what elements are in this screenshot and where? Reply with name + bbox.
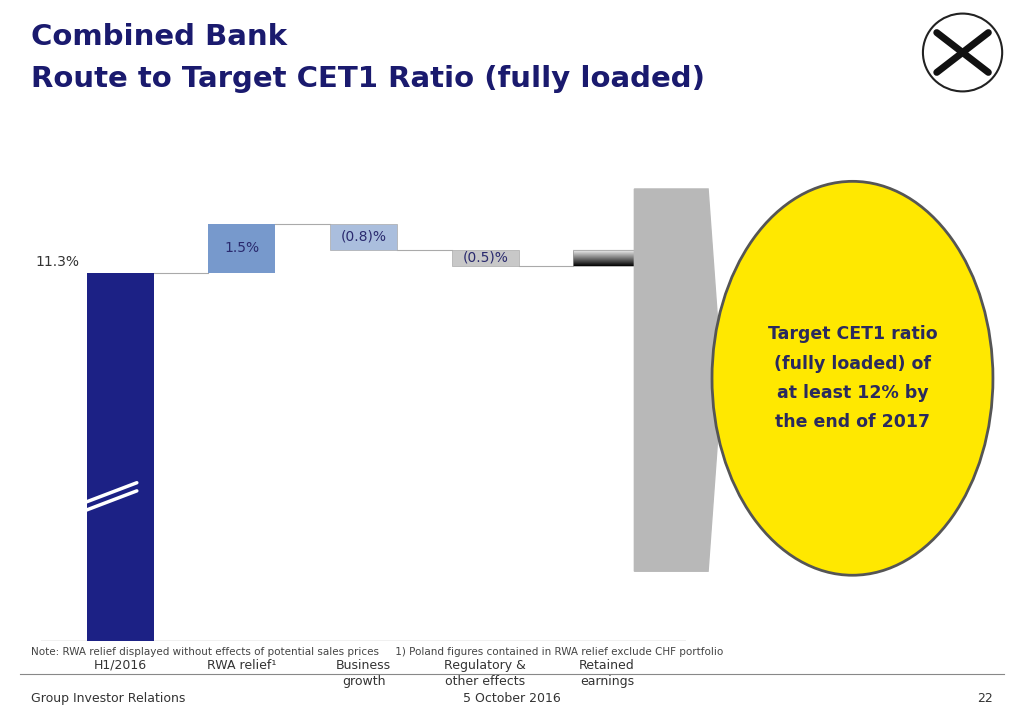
Text: 1.5%: 1.5% [224,241,259,255]
Text: H1/2016: H1/2016 [93,659,146,672]
Bar [330,224,397,250]
Bar [452,250,519,266]
Text: 5 October 2016: 5 October 2016 [463,692,561,705]
Text: RWA relief¹: RWA relief¹ [207,659,276,672]
Text: (0.5)%: (0.5)% [462,251,508,265]
Text: Regulatory &
other effects: Regulatory & other effects [444,659,526,688]
Text: Business
growth: Business growth [336,659,391,688]
Ellipse shape [712,181,993,576]
Circle shape [923,14,1002,91]
Text: Target CET1 ratio
(fully loaded) of
at least 12% by
the end of 2017: Target CET1 ratio (fully loaded) of at l… [768,326,937,431]
Polygon shape [634,189,722,571]
Text: Retained
earnings: Retained earnings [580,659,635,688]
Text: Group Investor Relations: Group Investor Relations [31,692,185,705]
Text: (0.8)%: (0.8)% [341,230,386,244]
Bar [208,224,275,273]
Text: Route to Target CET1 Ratio (fully loaded): Route to Target CET1 Ratio (fully loaded… [31,65,705,93]
Text: Combined Bank: Combined Bank [31,23,287,51]
Bar [87,273,154,641]
Bar [573,250,640,266]
Text: 11.3%: 11.3% [35,255,79,269]
Text: 22: 22 [978,692,993,705]
Text: Note: RWA relief displayed without effects of potential sales prices     1) Pola: Note: RWA relief displayed without effec… [31,647,723,657]
